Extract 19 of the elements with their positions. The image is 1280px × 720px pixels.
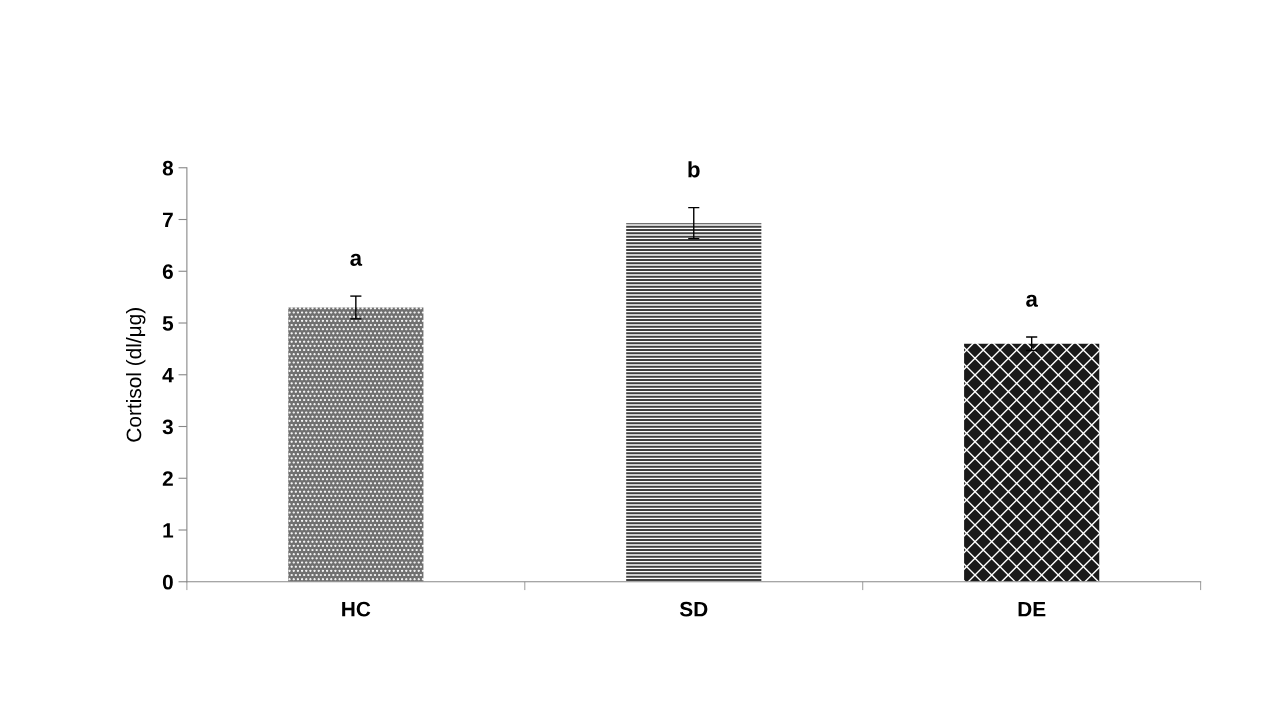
annotation: b: [688, 161, 700, 178]
y-tick-label: 7: [163, 212, 173, 228]
x-tick-label: SD: [679, 601, 708, 617]
y-tick-label: 0: [162, 574, 173, 590]
y-tick-label: 2: [162, 471, 173, 486]
y-tick-label: 3: [162, 419, 173, 435]
bar: [288, 307, 424, 582]
y-tick-label: 4: [162, 367, 174, 383]
bar: [626, 223, 762, 582]
y-tick-label: 6: [162, 264, 173, 280]
y-tick-label: 8: [162, 160, 174, 176]
bar: [964, 343, 1100, 582]
x-tick-label: DE: [1018, 601, 1046, 617]
y-axis-title: Cortisol (dl/μg): [126, 308, 146, 442]
annotation: a: [350, 253, 363, 266]
y-tick-label: 5: [162, 316, 174, 331]
annotation: a: [1026, 294, 1038, 307]
y-tick-label: 1: [163, 523, 174, 538]
x-tick-label: HC: [342, 601, 371, 617]
